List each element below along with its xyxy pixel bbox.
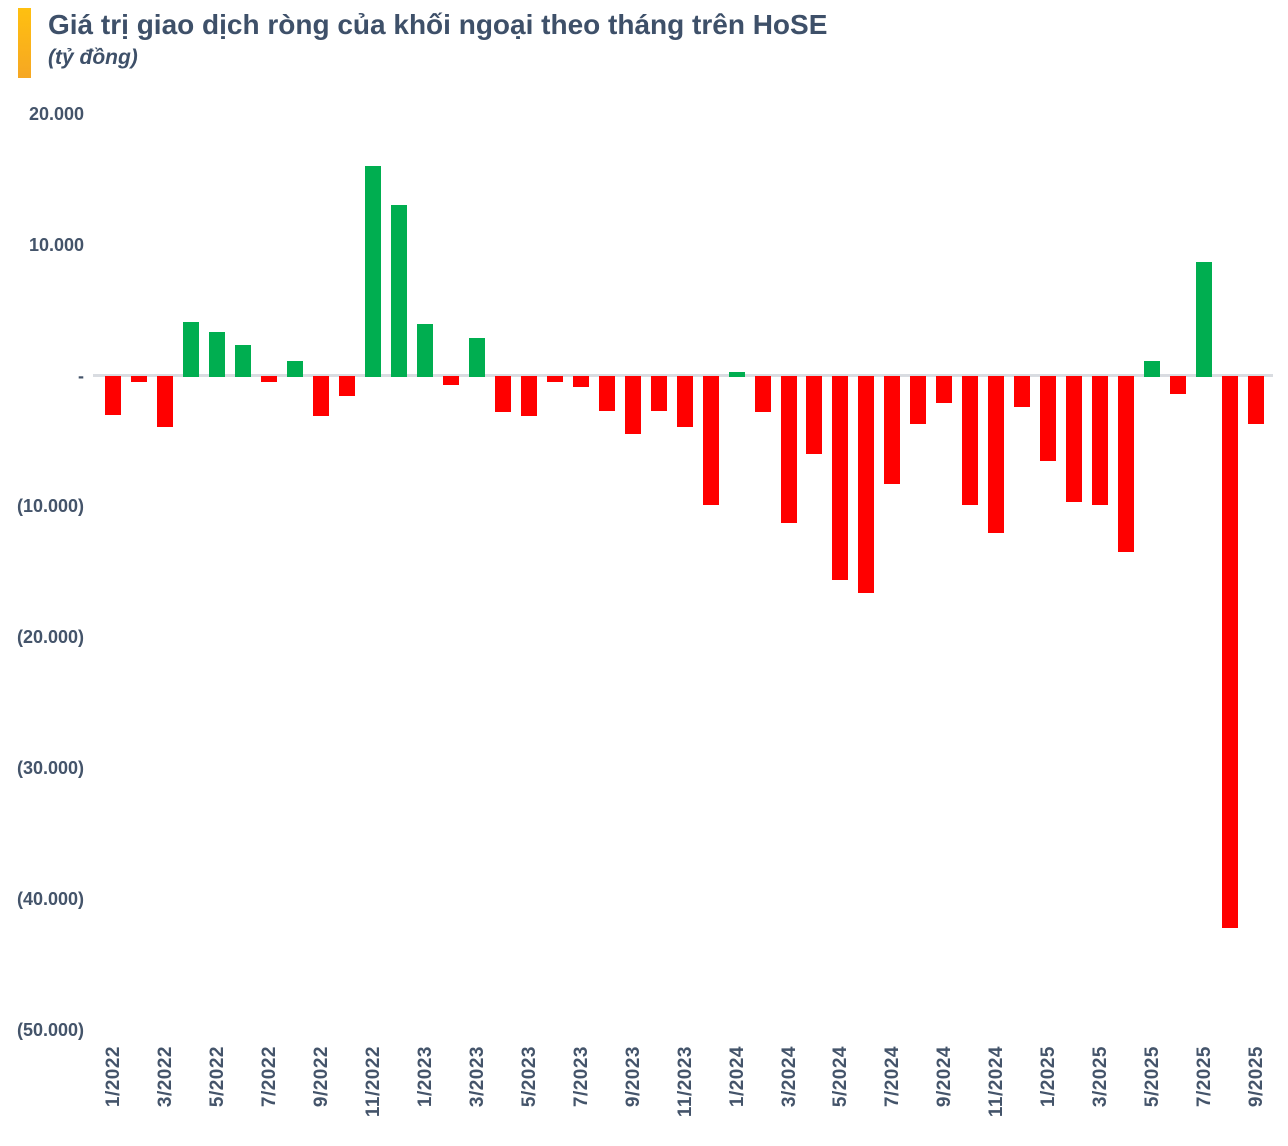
- x-axis-label: 5/2024: [830, 1046, 852, 1108]
- bar-12/2023: [702, 375, 719, 506]
- x-axis-label: 7/2024: [882, 1046, 904, 1108]
- bar-12/2022: [390, 205, 407, 377]
- x-axis-label: 5/2022: [207, 1046, 229, 1108]
- bar-5/2022: [209, 332, 226, 377]
- x-axis-label: 3/2024: [778, 1046, 800, 1108]
- bar-2/2025: [1066, 375, 1083, 503]
- x-axis-label: 11/2022: [363, 1046, 384, 1118]
- bar-8/2023: [598, 375, 615, 411]
- bar-7/2024: [884, 375, 901, 485]
- bar-2/2024: [754, 375, 771, 413]
- x-axis-label: 9/2024: [934, 1046, 956, 1108]
- bar-3/2025: [1092, 375, 1109, 506]
- y-axis-label: 20.000: [28, 103, 84, 124]
- accent-bar: [18, 8, 31, 78]
- bar-4/2024: [806, 375, 823, 454]
- x-axis-label: 9/2023: [622, 1046, 644, 1108]
- bar-8/2024: [910, 375, 927, 424]
- x-axis-label: 11/2024: [986, 1046, 1008, 1118]
- bar-7/2023: [572, 375, 589, 388]
- x-axis-label: 5/2023: [518, 1046, 540, 1108]
- x-axis-label: 7/2022: [259, 1046, 281, 1108]
- bar-11/2024: [988, 375, 1005, 533]
- bar-1/2023: [416, 324, 433, 377]
- bar-6/2022: [235, 345, 252, 377]
- x-axis-label: 9/2022: [311, 1046, 333, 1108]
- x-axis-label: 7/2023: [570, 1046, 592, 1108]
- bar-1/2024: [728, 371, 745, 377]
- x-axis-label: 3/2022: [155, 1046, 177, 1108]
- bar-6/2024: [858, 375, 875, 593]
- y-axis-label: (50.000): [16, 1019, 84, 1040]
- x-axis-label: 5/2025: [1142, 1046, 1164, 1108]
- x-axis-label: 3/2023: [466, 1046, 488, 1108]
- y-axis-label: 10.000: [28, 234, 84, 255]
- y-axis-label: (10.000): [16, 496, 84, 517]
- bar-11/2023: [676, 375, 693, 427]
- bar-9/2025: [1247, 375, 1264, 424]
- bar-4/2022: [183, 321, 200, 377]
- bar-8/2025: [1222, 375, 1238, 928]
- chart-header: Giá trị giao dịch ròng của khối ngoại th…: [18, 8, 827, 78]
- bar-3/2024: [780, 375, 797, 524]
- zero-axis-line: [93, 374, 1273, 377]
- bar-3/2022: [157, 375, 174, 427]
- bar-5/2024: [832, 375, 849, 580]
- bar-7/2025: [1196, 261, 1213, 377]
- x-axis-label: 11/2023: [674, 1046, 696, 1118]
- bar-9/2024: [936, 375, 953, 403]
- x-axis-label: 3/2025: [1090, 1046, 1112, 1108]
- bar-11/2022: [365, 166, 381, 377]
- bar-5/2025: [1144, 361, 1161, 377]
- y-axis-label: (40.000): [16, 888, 84, 909]
- bar-2/2022: [131, 375, 148, 383]
- bar-9/2022: [313, 375, 330, 417]
- bar-1/2022: [105, 375, 122, 415]
- x-axis-label: 1/2024: [726, 1046, 748, 1108]
- bar-4/2023: [494, 375, 511, 413]
- bar-6/2025: [1170, 375, 1187, 394]
- bar-1/2025: [1040, 375, 1057, 461]
- x-axis-label: 7/2025: [1194, 1046, 1216, 1108]
- bar-9/2023: [624, 375, 641, 435]
- bar-7/2022: [261, 375, 278, 383]
- bar-10/2023: [650, 375, 667, 411]
- x-axis-label: 9/2025: [1245, 1046, 1267, 1108]
- chart-subtitle: (tỷ đồng): [48, 45, 138, 69]
- y-axis-label: (20.000): [16, 627, 84, 648]
- y-axis-label: -: [78, 365, 84, 386]
- bar-2/2023: [442, 375, 459, 385]
- bar-8/2022: [287, 361, 304, 377]
- bar-4/2025: [1118, 375, 1135, 553]
- x-axis-label: 1/2025: [1038, 1046, 1060, 1108]
- bar-6/2023: [546, 375, 563, 383]
- chart-title: Giá trị giao dịch ròng của khối ngoại th…: [48, 9, 828, 40]
- bar-3/2023: [468, 337, 485, 377]
- bar-12/2024: [1014, 375, 1031, 407]
- bar-10/2024: [962, 375, 979, 506]
- x-axis-label: 1/2023: [414, 1046, 436, 1108]
- title-block: Giá trị giao dịch ròng của khối ngoại th…: [48, 8, 827, 78]
- x-axis-label: 1/2022: [103, 1046, 125, 1108]
- bar-10/2022: [339, 375, 356, 397]
- bar-5/2023: [520, 375, 537, 417]
- y-axis-label: (30.000): [16, 758, 84, 779]
